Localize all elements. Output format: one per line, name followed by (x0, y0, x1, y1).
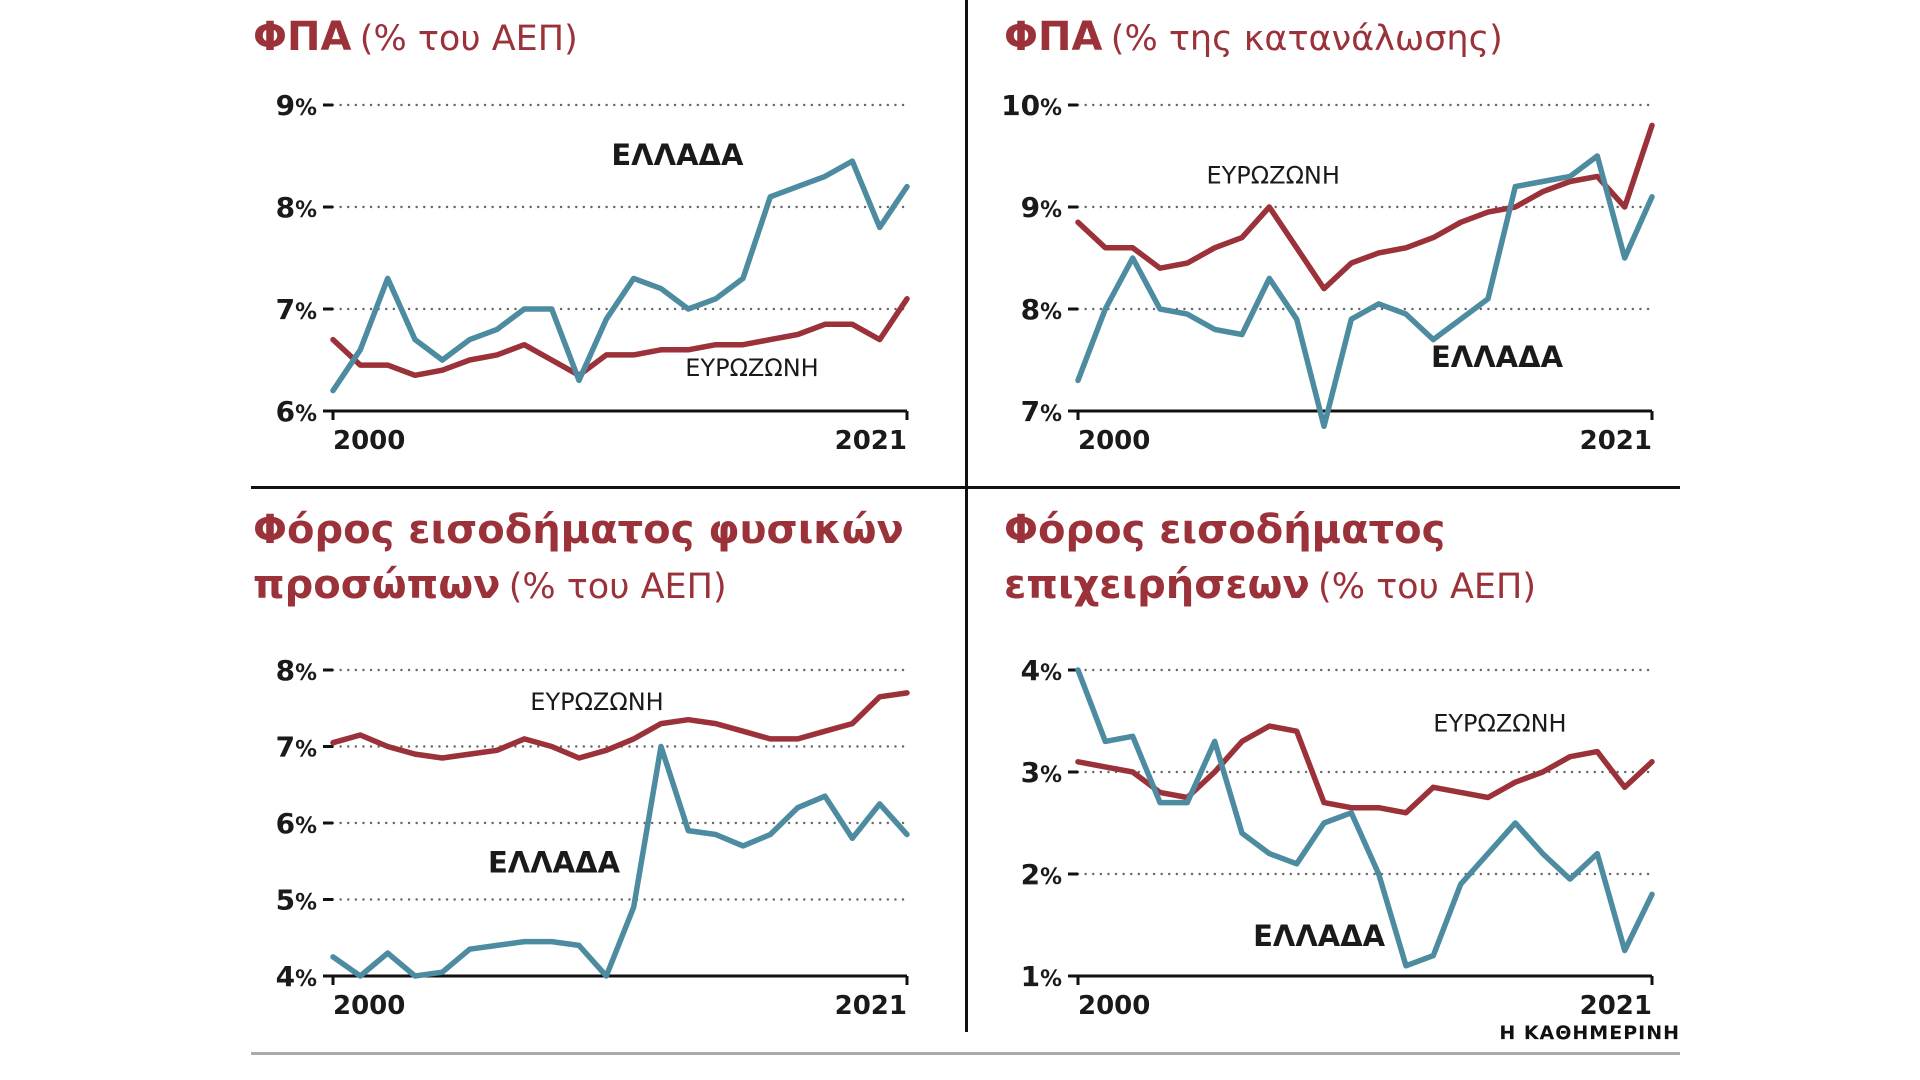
y-tick-label: 4% (1021, 654, 1062, 687)
series-label-eurozone: ΕΥΡΩΖΩΝΗ (1206, 161, 1339, 189)
y-tick-label: 8% (276, 654, 317, 687)
series-label-greece: ΕΛΛΑΔΑ (1253, 919, 1386, 953)
series-line-eurozone (330, 296, 910, 379)
line-chart-vat-consumption: 7% 8% 9% 10% 2000 2021 ΕΥΡΩΖΩΝΗ ΕΛΛΑΔΑ (1000, 85, 1670, 465)
series-label-greece: ΕΛΛΑΔΑ (1431, 340, 1564, 374)
x-tick-label: 2000 (333, 991, 405, 1021)
y-tick-label: 8% (276, 191, 317, 224)
line-chart-corporate-income-tax: 1% 2% 3% 4% 2000 2021 ΕΥΡΩΖΩΝΗ ΕΛΛΑΔΑ (1000, 650, 1670, 1030)
series-line-greece (1075, 667, 1655, 969)
y-tick-label: 8% (1021, 293, 1062, 326)
chart-title-sub: (% της κατανάλωσης) (1110, 19, 1503, 59)
chart-title-main: Φόρος εισοδήματος επιχειρήσεων (1004, 507, 1446, 608)
y-tick-label: 1% (1021, 960, 1062, 993)
series-label-greece: ΕΛΛΑΔΑ (488, 845, 621, 879)
series-label-eurozone: ΕΥΡΩΖΩΝΗ (530, 688, 663, 716)
series-line-eurozone (330, 690, 910, 761)
series-label-eurozone: ΕΥΡΩΖΩΝΗ (1433, 710, 1566, 738)
x-tick-label: 2021 (835, 991, 907, 1021)
x-tick-label: 2000 (1078, 991, 1150, 1021)
series-line-eurozone (1075, 122, 1655, 292)
y-tick-label: 7% (1021, 395, 1062, 428)
horizontal-divider (251, 486, 1680, 489)
chart-title-sub: (% του ΑΕΠ) (359, 19, 578, 59)
x-tick-label: 2021 (1580, 991, 1652, 1021)
chart-title-corporate-income-tax: Φόρος εισοδήματος επιχειρήσεων (% του ΑΕ… (1004, 505, 1664, 615)
y-tick-label: 10% (1001, 89, 1062, 122)
vertical-divider (965, 0, 968, 1032)
chart-title-personal-income-tax: Φόρος εισοδήματος φυσικών προσώπων (% το… (253, 505, 913, 615)
series-label-greece: ΕΛΛΑΔΑ (611, 138, 744, 172)
x-tick-label: 2000 (333, 426, 405, 456)
y-tick-label: 6% (276, 395, 317, 428)
y-tick-label: 7% (276, 293, 317, 326)
series-line-greece (330, 158, 910, 394)
chart-title-vat-consumption: ΦΠΑ (% της κατανάλωσης) (1004, 12, 1664, 67)
footer-rule (251, 1052, 1680, 1055)
y-tick-label: 7% (276, 731, 317, 764)
y-tick-label: 9% (1021, 191, 1062, 224)
publisher-logo: Η ΚΑΘΗΜΕΡΙΝΗ (1499, 1022, 1680, 1044)
series-label-eurozone: ΕΥΡΩΖΩΝΗ (685, 354, 818, 382)
series-line-eurozone (1075, 723, 1655, 816)
series-line-greece (330, 743, 910, 979)
y-tick-label: 4% (276, 960, 317, 993)
x-tick-label: 2021 (835, 426, 907, 456)
x-tick-label: 2000 (1078, 426, 1150, 456)
y-tick-label: 3% (1021, 756, 1062, 789)
chart-title-sub: (% του ΑΕΠ) (1318, 567, 1536, 607)
chart-title-vat-gdp: ΦΠΑ (% του ΑΕΠ) (253, 12, 913, 67)
y-tick-label: 5% (276, 884, 317, 917)
chart-title-main: Φόρος εισοδήματος φυσικών προσώπων (253, 507, 904, 608)
x-tick-label: 2021 (1580, 426, 1652, 456)
y-tick-label: 6% (276, 807, 317, 840)
chart-title-main: ΦΠΑ (1004, 14, 1103, 60)
y-tick-label: 2% (1021, 858, 1062, 891)
chart-title-main: ΦΠΑ (253, 14, 352, 60)
chart-title-sub: (% του ΑΕΠ) (508, 567, 727, 607)
y-tick-label: 9% (276, 89, 317, 122)
line-chart-vat-gdp: 6% 7% 8% 9% 2000 2021 ΕΥΡΩΖΩΝΗ ΕΛΛΑΔΑ (255, 85, 925, 465)
line-chart-personal-income-tax: 4% 5% 6% 7% 8% 2000 2021 ΕΥΡΩΖΩΝΗ ΕΛΛΑΔΑ (255, 650, 925, 1030)
series-line-greece (1075, 153, 1655, 430)
